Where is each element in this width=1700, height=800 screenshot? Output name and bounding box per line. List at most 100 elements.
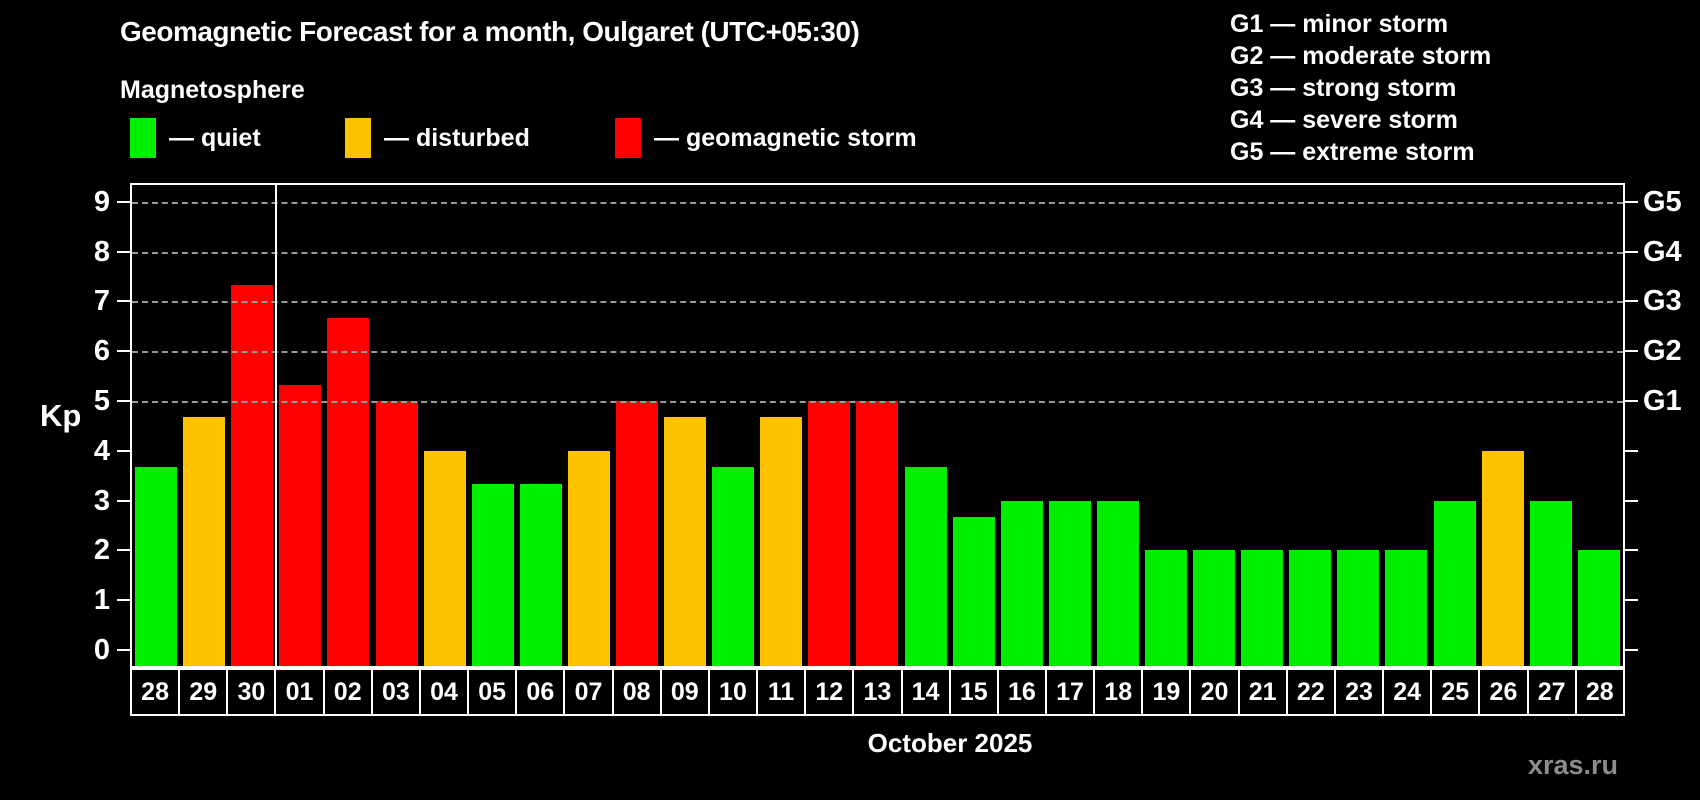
bar-slot-02 xyxy=(324,185,372,666)
bar-slot-04 xyxy=(421,185,469,666)
date-cell-04: 04 xyxy=(418,668,470,716)
y-tick-label-5: 5 xyxy=(93,385,110,417)
g1-legend-line: G1 — minor storm xyxy=(1230,10,1449,38)
y-tick-label-4: 4 xyxy=(93,434,110,467)
gridline-kp5 xyxy=(132,401,1623,403)
storm-color-swatch xyxy=(615,118,641,158)
date-cell-11: 11 xyxy=(756,668,807,716)
disturbed-color-swatch xyxy=(345,118,371,158)
kp-bar-18 xyxy=(1096,500,1139,666)
y-tick-label-1: 1 xyxy=(93,584,110,617)
kp-bar-02 xyxy=(327,317,370,666)
left-tick-kp9 xyxy=(117,200,130,203)
g-scale-legend: G1 — minor storm G2 — moderate storm G3 … xyxy=(1230,8,1491,168)
kp-bar-13 xyxy=(856,401,899,666)
g2-legend-line: G2 — moderate storm xyxy=(1230,42,1492,70)
date-cell-08: 08 xyxy=(611,668,662,716)
chart-plot-area: 0 1 2 3 4 5 G1 6 G2 7 G3 8 G4 9 G5 xyxy=(94,183,1682,668)
gridline-kp7 xyxy=(132,301,1623,304)
bar-slot-10 xyxy=(709,185,757,666)
date-cell-20: 20 xyxy=(1189,668,1240,716)
right-tick-kp8 xyxy=(1625,250,1638,253)
date-cell-22: 22 xyxy=(1285,668,1336,716)
left-tick-kp2 xyxy=(117,549,130,552)
date-cell-14: 14 xyxy=(900,668,951,716)
bar-slot-29 xyxy=(180,185,228,666)
left-tick-kp3 xyxy=(117,499,130,502)
y-tick-label-0: 0 xyxy=(93,634,110,666)
kp-bar-10 xyxy=(712,467,755,666)
right-tick-kp2 xyxy=(1625,549,1638,552)
bar-slot-27 xyxy=(1527,185,1575,666)
left-tick-kp5 xyxy=(117,400,130,402)
kp-bar-07 xyxy=(567,450,610,666)
bar-slot-16 xyxy=(998,185,1046,666)
date-cell-29: 29 xyxy=(178,668,229,716)
right-axis-label-g3: G3 xyxy=(1643,285,1682,318)
bar-slot-15 xyxy=(950,185,998,666)
legend-label-quiet: — quiet xyxy=(169,123,261,152)
kp-bar-27 xyxy=(1529,500,1572,666)
date-cell-28: 28 xyxy=(130,668,181,716)
date-cell-28: 28 xyxy=(1574,668,1625,716)
kp-bar-04 xyxy=(423,450,466,666)
kp-bar-16 xyxy=(1000,500,1043,666)
gridline-kp8 xyxy=(132,251,1623,254)
x-axis-title: October 2025 xyxy=(867,728,1033,758)
kp-bar-11 xyxy=(760,417,803,666)
date-cell-10: 10 xyxy=(707,668,759,716)
date-cell-17: 17 xyxy=(1044,668,1096,716)
right-axis-label-g5: G5 xyxy=(1643,185,1682,218)
date-cell-27: 27 xyxy=(1526,668,1577,716)
bar-slot-23 xyxy=(1334,185,1382,666)
date-cell-09: 09 xyxy=(659,668,710,716)
left-tick-kp1 xyxy=(117,599,130,602)
right-axis-label-g2: G2 xyxy=(1643,335,1682,368)
bar-slot-19 xyxy=(1142,185,1190,666)
gridline-kp6 xyxy=(132,351,1623,354)
date-cell-05: 05 xyxy=(467,668,518,716)
date-cell-16: 16 xyxy=(996,668,1047,716)
date-cell-13: 13 xyxy=(852,668,903,716)
y-tick-label-9: 9 xyxy=(93,185,110,218)
date-cell-02: 02 xyxy=(322,668,373,716)
right-axis-label-g4: G4 xyxy=(1643,235,1682,268)
date-cell-21: 21 xyxy=(1237,668,1288,716)
bar-slot-07 xyxy=(565,185,613,666)
kp-bar-20 xyxy=(1193,550,1236,666)
right-tick-kp6 xyxy=(1625,350,1638,353)
bar-slot-24 xyxy=(1382,185,1430,666)
bar-slot-21 xyxy=(1238,185,1286,666)
bar-slot-28 xyxy=(132,185,180,666)
x-axis-date-row: 28 29 30 01 02 03 04 05 06 07 08 09 10 11 12 13 14 15 16 17… xyxy=(130,668,1625,716)
kp-bar-19 xyxy=(1145,550,1188,666)
y-tick-label-6: 6 xyxy=(93,335,110,368)
left-tick-kp7 xyxy=(117,300,130,303)
kp-bar-06 xyxy=(519,484,562,666)
kp-bar-05 xyxy=(471,484,514,666)
kp-bar-03 xyxy=(375,401,418,666)
right-tick-kp1 xyxy=(1625,599,1638,602)
bar-slot-01 xyxy=(276,185,324,666)
g5-legend-line: G5 — extreme storm xyxy=(1230,138,1475,166)
page-title: Geomagnetic Forecast for a month, Oulgar… xyxy=(120,16,860,47)
left-tick-kp6 xyxy=(117,350,130,353)
g4-legend-line: G4 — severe storm xyxy=(1230,106,1458,134)
left-tick-kp0 xyxy=(117,649,130,651)
bar-slot-17 xyxy=(1046,185,1094,666)
legend-label-storm: — geomagnetic storm xyxy=(654,123,917,152)
kp-bar-24 xyxy=(1385,550,1428,666)
bar-slot-08 xyxy=(613,185,661,666)
date-cell-26: 26 xyxy=(1478,668,1529,716)
kp-bar-22 xyxy=(1289,550,1332,666)
y-axis-title: Kp xyxy=(40,398,82,433)
bar-slot-30 xyxy=(228,185,276,666)
right-tick-kp7 xyxy=(1625,300,1638,303)
kp-bar-28 xyxy=(135,467,178,666)
date-cell-25: 25 xyxy=(1430,668,1481,716)
bar-slot-09 xyxy=(661,185,709,666)
right-tick-kp4 xyxy=(1625,449,1638,452)
kp-bar-12 xyxy=(808,401,851,666)
month-boundary-line xyxy=(275,185,278,666)
kp-bar-08 xyxy=(615,401,658,666)
